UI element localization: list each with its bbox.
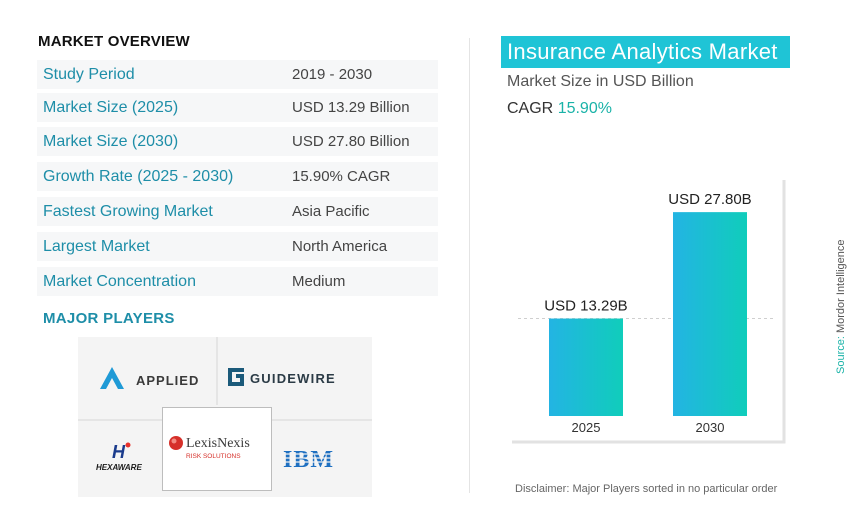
hexaware-logo: H HEXAWARE	[96, 442, 142, 472]
overview-row-concentration: Market Concentration Medium	[37, 267, 438, 296]
major-players-title: MAJOR PLAYERS	[43, 310, 175, 327]
bar-chart: USD 13.29B 2025 USD 27.80B 2030	[510, 178, 786, 444]
market-overview-title: MARKET OVERVIEW	[38, 33, 190, 50]
overview-label: Market Size (2030)	[43, 132, 179, 150]
overview-row-market-size-2030: Market Size (2030) USD 27.80 Billion	[37, 127, 438, 156]
ibm-logo-text: IBM	[283, 447, 334, 473]
guidewire-mark-icon	[228, 368, 244, 386]
chart-frame	[512, 180, 786, 444]
overview-label: Growth Rate (2025 - 2030)	[43, 167, 234, 185]
hexaware-dot-icon	[125, 442, 131, 448]
cagr-value: 15.90%	[557, 100, 612, 117]
overview-label: Study Period	[43, 65, 135, 83]
overview-value: Medium	[292, 273, 346, 290]
lexisnexis-globe-icon	[169, 436, 183, 450]
hexaware-logo-text: HEXAWARE	[96, 463, 142, 472]
bar-2025	[549, 318, 623, 416]
cagr-line: CAGR 15.90%	[507, 100, 612, 118]
overview-label: Market Size (2025)	[43, 98, 179, 116]
overview-value: North America	[292, 238, 388, 255]
x-tick-label-2025: 2025	[572, 420, 601, 435]
lexisnexis-sub-text: RISK SOLUTIONS	[186, 453, 241, 460]
lexisnexis-logo: LexisNexis RISK SOLUTIONS	[169, 436, 250, 460]
guidewire-logo: GUIDEWIRE	[228, 368, 336, 386]
overview-label: Fastest Growing Market	[43, 202, 213, 220]
overview-row-growth-rate: Growth Rate (2025 - 2030) 15.90% CAGR	[37, 162, 438, 191]
overview-value: 15.90% CAGR	[292, 168, 391, 185]
disclaimer: Disclaimer: Major Players sorted in no p…	[515, 483, 778, 495]
overview-label: Largest Market	[43, 237, 150, 255]
overview-value: 2019 - 2030	[292, 66, 373, 83]
cagr-label: CAGR	[507, 100, 554, 117]
overview-label: Market Concentration	[43, 272, 196, 290]
major-players-logos: APPLIED GUIDEWIRE H HEXAWARE LexisNexis …	[78, 337, 372, 497]
overview-row-fastest-growing: Fastest Growing Market Asia Pacific	[37, 197, 438, 226]
data-label-2025: USD 13.29B	[544, 298, 627, 315]
hexaware-mark-icon: H	[112, 442, 126, 462]
overview-value: USD 27.80 Billion	[292, 133, 410, 150]
overview-row-market-size-2025: Market Size (2025) USD 13.29 Billion	[37, 93, 438, 122]
overview-value: Asia Pacific	[292, 203, 370, 220]
applied-mark-icon	[100, 367, 124, 389]
overview-row-largest-market: Largest Market North America	[37, 232, 438, 261]
chart-subtitle: Market Size in USD Billion	[507, 73, 694, 90]
chart-title: Insurance Analytics Market	[501, 36, 790, 68]
bar-2030	[673, 212, 747, 416]
overview-row-study-period: Study Period 2019 - 2030	[37, 60, 438, 89]
ibm-logo: IBM	[281, 445, 340, 473]
source-value: Mordor Intelligence	[835, 239, 847, 334]
applied-logo: APPLIED	[100, 367, 199, 389]
lexisnexis-logo-text: LexisNexis	[186, 436, 250, 451]
guidewire-logo-text: GUIDEWIRE	[250, 371, 336, 386]
logo-grid: APPLIED GUIDEWIRE H HEXAWARE LexisNexis …	[78, 337, 372, 491]
section-divider	[469, 38, 470, 493]
applied-logo-text: APPLIED	[136, 373, 199, 388]
ibm-stripes-icon	[281, 445, 340, 463]
x-tick-label-2030: 2030	[696, 420, 725, 435]
data-label-2030: USD 27.80B	[668, 191, 751, 208]
bar-chart-svg: USD 13.29B 2025 USD 27.80B 2030	[512, 180, 786, 444]
source-label: Source:	[835, 336, 847, 374]
overview-value: USD 13.29 Billion	[292, 99, 410, 116]
source-note: Source: Mordor Intelligence	[835, 239, 847, 374]
